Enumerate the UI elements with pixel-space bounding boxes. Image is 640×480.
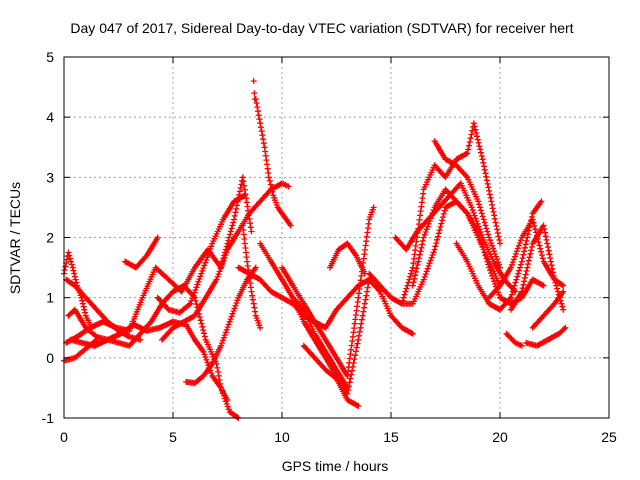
- y-tick-label: 5: [46, 49, 54, 65]
- x-tick-label: 10: [274, 429, 290, 445]
- x-tick-label: 15: [383, 429, 399, 445]
- y-tick-label: 3: [46, 169, 54, 185]
- series-s12: [250, 78, 258, 103]
- series-s28: [503, 330, 525, 349]
- y-tick-label: -1: [42, 410, 55, 426]
- series-s18: [300, 342, 362, 409]
- series-s8: [154, 192, 248, 316]
- series-s29: [523, 324, 569, 349]
- y-tick-label: 1: [46, 290, 54, 306]
- series-s11: [239, 222, 264, 331]
- y-tick-label: 4: [46, 109, 54, 125]
- series-s16: [279, 204, 377, 379]
- y-axis-ticks: -1 0 1 2 3 4 5: [42, 49, 609, 426]
- x-tick-label: 5: [169, 429, 177, 445]
- series-s19: [327, 240, 368, 277]
- y-axis-label: SDTVAR / TECUs: [7, 182, 23, 294]
- series-s22: [398, 120, 503, 307]
- series-s13: [252, 96, 294, 229]
- series-s17: [289, 276, 416, 397]
- x-tick-label: 0: [60, 429, 68, 445]
- x-axis-ticks: 0 5 10 15 20 25: [60, 57, 617, 445]
- x-axis-label: GPS time / hours: [282, 458, 389, 474]
- chart-title: Day 047 of 2017, Sidereal Day-to-day VTE…: [70, 20, 573, 36]
- x-tick-label: 25: [601, 429, 617, 445]
- x-tick-label: 20: [492, 429, 508, 445]
- series-s30: [529, 288, 567, 331]
- series-s23: [409, 186, 547, 307]
- series-s15: [257, 240, 351, 391]
- y-tick-label: 0: [46, 350, 54, 366]
- series-s25: [453, 198, 545, 313]
- series-s24: [431, 138, 503, 271]
- series-s10: [183, 264, 259, 387]
- y-tick-label: 2: [46, 230, 54, 246]
- data-points: [61, 78, 569, 421]
- series-s7: [122, 234, 161, 271]
- series-s27: [507, 222, 567, 313]
